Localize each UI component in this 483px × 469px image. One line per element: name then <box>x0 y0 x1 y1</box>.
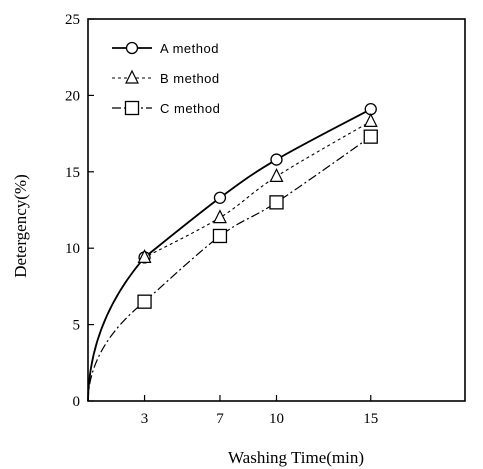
series-line <box>87 136 372 402</box>
data-point-triangle <box>137 249 152 263</box>
series-circle <box>87 103 377 402</box>
data-point-square <box>212 228 228 244</box>
data-point-square <box>137 294 152 309</box>
axes: 3 7 10 15 0 5 10 15 20 25 <box>65 12 466 427</box>
y-tick-label: 10 <box>65 241 80 257</box>
data-point-square <box>124 100 140 116</box>
legend-label: B method <box>160 71 220 86</box>
data-point-triangle <box>125 69 139 84</box>
legend-label: A method <box>160 41 219 56</box>
y-tick-label: 5 <box>73 318 81 334</box>
series-square <box>87 129 378 402</box>
x-tick-label: 15 <box>363 411 378 427</box>
x-tick-label: 10 <box>269 411 284 427</box>
series-line <box>87 120 372 402</box>
data-point-triangle <box>269 168 284 182</box>
data-point-circle <box>270 153 283 166</box>
data-point-triangle <box>212 209 227 224</box>
y-tick-label: 15 <box>65 165 80 181</box>
y-axis-label: Detergency(%) <box>11 174 30 278</box>
legend: A method B method C method <box>112 41 220 116</box>
data-point-triangle <box>363 113 378 127</box>
series-line <box>87 108 372 402</box>
data-point-square <box>363 129 378 144</box>
legend-entry: A method <box>112 41 219 56</box>
series-layer <box>87 103 378 402</box>
data-point-circle <box>125 41 139 55</box>
legend-entry: B method <box>112 69 220 86</box>
series-triangle <box>87 113 378 402</box>
data-point-circle <box>364 103 377 116</box>
x-tick-label: 7 <box>216 411 224 427</box>
legend-label: C method <box>160 101 220 116</box>
legend-entry: C method <box>112 100 220 116</box>
plot-frame <box>87 18 466 402</box>
data-point-square <box>269 195 284 210</box>
y-tick-label: 25 <box>65 12 80 28</box>
y-tick-label: 0 <box>73 394 81 410</box>
y-tick-label: 20 <box>65 88 80 104</box>
x-tick-label: 3 <box>141 411 149 427</box>
data-point-circle <box>213 191 227 204</box>
x-axis-label: Washing Time(min) <box>228 448 364 467</box>
